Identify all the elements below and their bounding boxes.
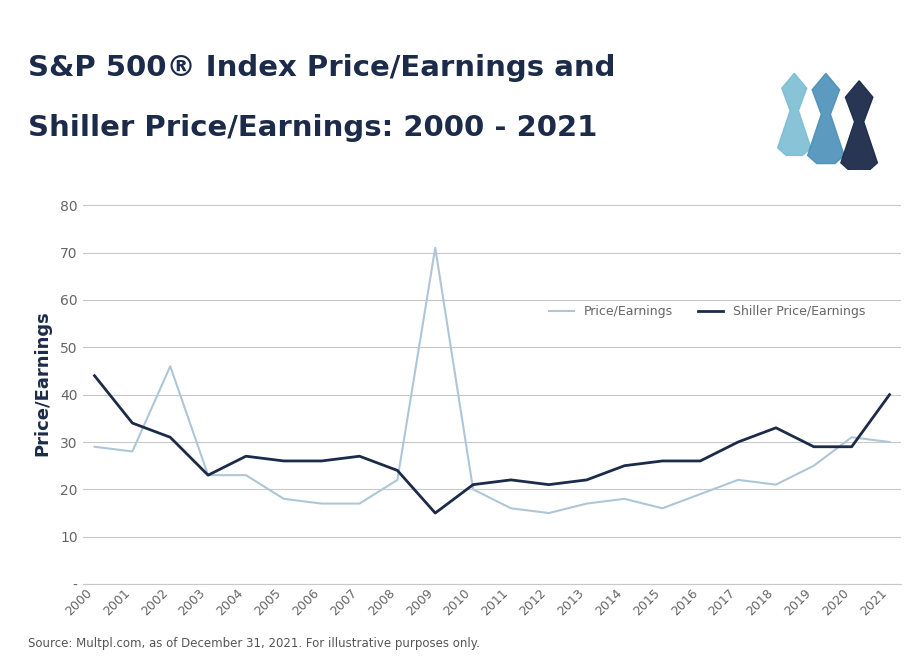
Text: S&P 500® Index Price/Earnings and: S&P 500® Index Price/Earnings and bbox=[28, 54, 615, 82]
Polygon shape bbox=[841, 81, 878, 171]
Y-axis label: Price/Earnings: Price/Earnings bbox=[33, 310, 52, 455]
Text: Shiller Price/Earnings: 2000 - 2021: Shiller Price/Earnings: 2000 - 2021 bbox=[28, 114, 597, 142]
Polygon shape bbox=[778, 73, 811, 155]
Polygon shape bbox=[808, 73, 845, 164]
Legend: Price/Earnings, Shiller Price/Earnings: Price/Earnings, Shiller Price/Earnings bbox=[543, 300, 870, 323]
Text: Source: Multpl.com, as of December 31, 2021. For illustrative purposes only.: Source: Multpl.com, as of December 31, 2… bbox=[28, 637, 480, 650]
